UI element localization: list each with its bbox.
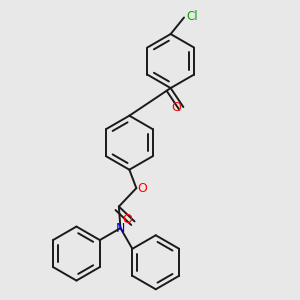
Text: O: O [171,100,181,114]
Text: Cl: Cl [187,10,198,23]
Text: O: O [123,213,133,226]
Text: N: N [116,222,125,235]
Text: O: O [137,182,147,195]
